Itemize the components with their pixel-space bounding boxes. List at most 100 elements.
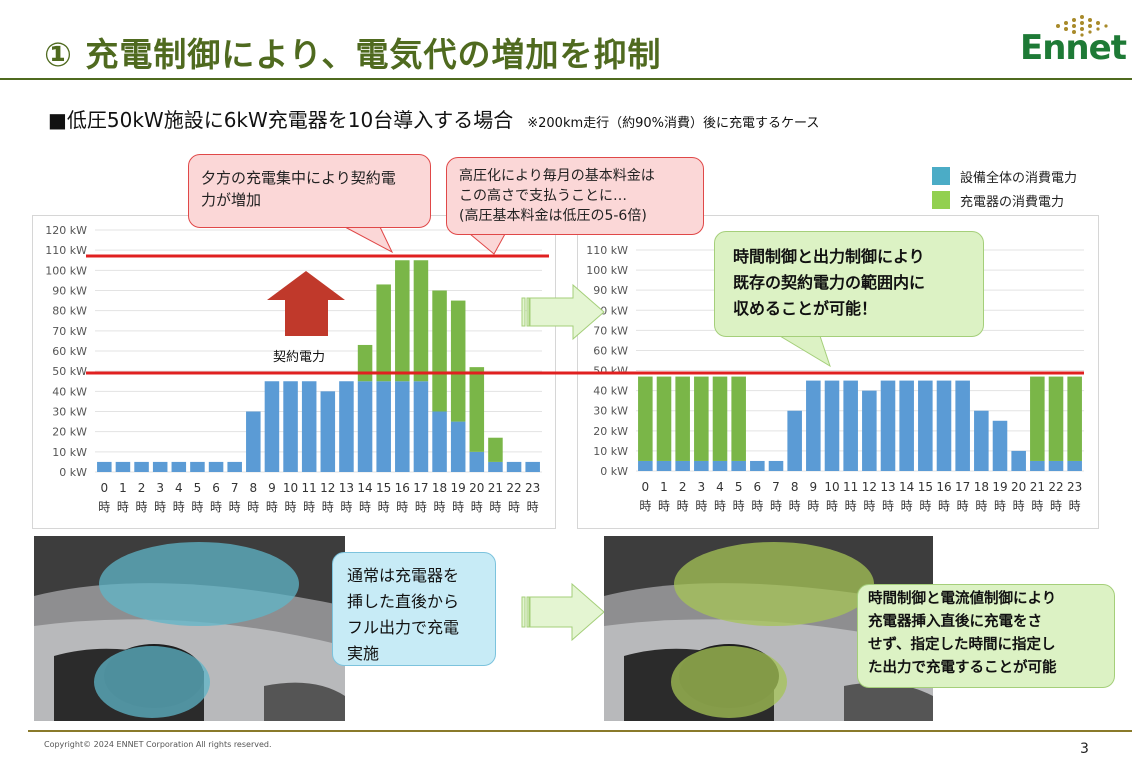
bar-facility (264, 381, 280, 472)
bar-charger (638, 376, 653, 461)
callout-tail (344, 226, 394, 254)
bar-charger (469, 367, 485, 452)
legend-label-charger: 充電器の消費電力 (960, 194, 1065, 210)
callout-line: 既存の契約電力の範囲内に (733, 273, 926, 292)
x-tick-label: 21 (488, 481, 503, 495)
bar-facility (675, 460, 690, 471)
x-tick-label: 1 (119, 481, 127, 495)
x-tick-label: 18 (974, 480, 989, 494)
callout-line: 高圧化により毎月の基本料金は (459, 168, 655, 184)
x-tick-label: 13 (880, 480, 895, 494)
x-tick-suffix: 時 (882, 499, 894, 513)
x-tick-suffix: 時 (845, 499, 857, 513)
x-tick-suffix: 時 (919, 499, 931, 513)
bar-facility (450, 421, 466, 472)
x-tick-suffix: 時 (658, 499, 670, 513)
x-tick-suffix: 時 (322, 500, 334, 514)
x-tick-suffix: 時 (210, 500, 222, 514)
footer-divider (28, 730, 1132, 732)
y-tick-label: 40 kW (593, 385, 628, 398)
x-tick-label: 9 (268, 481, 276, 495)
bar-facility (899, 380, 914, 471)
x-tick-suffix: 時 (826, 499, 838, 513)
bar-facility (1048, 460, 1064, 471)
x-tick-label: 8 (249, 481, 257, 495)
title-divider (0, 78, 1132, 80)
legend-swatch-charger (932, 191, 950, 209)
bar-facility (992, 420, 1008, 471)
bar-facility (1030, 460, 1045, 471)
y-tick-label: 10 kW (52, 446, 87, 459)
bar-charger (450, 300, 466, 422)
bar-facility (694, 460, 709, 471)
x-tick-label: 14 (357, 481, 372, 495)
x-tick-suffix: 時 (154, 500, 166, 514)
callout-tail (468, 233, 506, 255)
bar-charger (731, 376, 746, 461)
y-tick-label: 20 kW (52, 426, 87, 439)
bar-facility (357, 381, 373, 472)
x-tick-suffix: 時 (136, 500, 148, 514)
bar-charger (712, 376, 728, 461)
logo-wordmark: Ennet (1020, 28, 1127, 68)
callout-line: この高さで支払うことに… (459, 188, 627, 204)
x-tick-suffix: 時 (639, 499, 651, 513)
bar-charger (1030, 376, 1045, 461)
y-tick-label: 40 kW (52, 385, 87, 398)
x-tick-suffix: 時 (789, 499, 801, 513)
x-tick-label: 5 (194, 481, 202, 495)
subtitle-note: ※200km走行（約90%消費）後に充電するケース (527, 116, 820, 131)
subtitle-main: ■低圧50kW施設に6kW充電器を10台導入する場合 (48, 108, 514, 132)
x-tick-label: 11 (843, 480, 858, 494)
x-tick-suffix: 時 (994, 499, 1006, 513)
x-tick-suffix: 時 (452, 500, 464, 514)
y-tick-label: 90 kW (52, 285, 87, 298)
bar-facility (152, 461, 168, 472)
x-tick-label: 2 (138, 481, 146, 495)
bar-facility (824, 380, 840, 471)
x-tick-suffix: 時 (695, 499, 707, 513)
x-tick-label: 3 (698, 480, 706, 494)
y-tick-label: 70 kW (593, 324, 628, 337)
x-tick-suffix: 時 (434, 500, 446, 514)
x-tick-suffix: 時 (117, 500, 129, 514)
bar-charger (1048, 376, 1064, 461)
copyright-text: Copyright© 2024 ENNET Corporation All ri… (44, 740, 272, 749)
x-tick-suffix: 時 (1031, 499, 1043, 513)
x-tick-label: 12 (862, 480, 877, 494)
bar-facility (955, 380, 970, 471)
y-tick-label: 60 kW (52, 345, 87, 358)
x-tick-suffix: 時 (98, 500, 110, 514)
bar-charger (395, 260, 410, 382)
x-tick-suffix: 時 (863, 499, 875, 513)
x-tick-suffix: 時 (751, 499, 763, 513)
bar-facility (115, 461, 131, 472)
x-tick-suffix: 時 (378, 500, 390, 514)
legend-swatch-facility (932, 167, 950, 185)
page-number: 3 (1080, 741, 1089, 757)
slide-title: ① 充電制御により、電気代の増加を抑制 (44, 35, 662, 74)
bar-facility (190, 461, 205, 472)
legend-item-facility: 設備全体の消費電力 (932, 164, 1077, 188)
logo-dots-icon (1056, 15, 1108, 37)
x-tick-suffix: 時 (901, 499, 913, 513)
bar-charger (656, 376, 672, 461)
bar-facility (712, 460, 728, 471)
y-tick-label: 50 kW (52, 365, 87, 378)
callout-line: (高圧基本料金は低圧の5-6倍) (459, 208, 647, 224)
x-tick-suffix: 時 (247, 500, 259, 514)
y-tick-label: 110 kW (586, 244, 628, 257)
increase-arrow-icon (267, 271, 345, 336)
callout-line: 時間制御と出力制御により (733, 247, 925, 266)
callout-line: 充電器挿入直後に充電をさ (868, 614, 1042, 630)
callout-evening-peak: 夕方の充電集中により契約電 力が増加 (188, 154, 431, 228)
bar-facility (806, 380, 821, 471)
y-tick-label: 70 kW (52, 325, 87, 338)
chart-legend: 設備全体の消費電力 充電器の消費電力 (932, 164, 1077, 212)
x-tick-label: 16 (936, 480, 951, 494)
x-tick-label: 0 (642, 480, 650, 494)
x-tick-suffix: 時 (527, 500, 539, 514)
bar-facility (1067, 460, 1082, 471)
x-tick-suffix: 時 (807, 499, 819, 513)
bar-facility (376, 381, 391, 472)
